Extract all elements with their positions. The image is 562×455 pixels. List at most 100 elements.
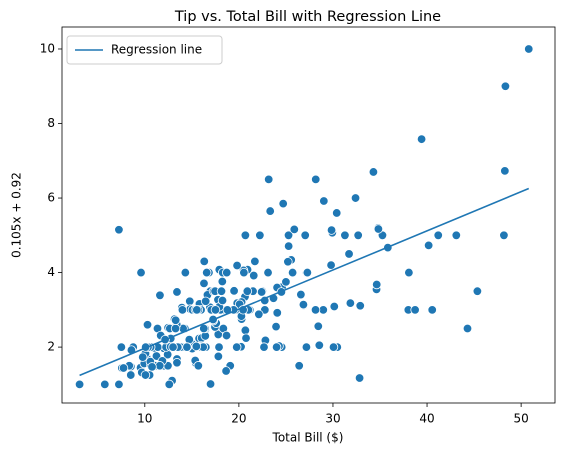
scatter-point: [116, 342, 127, 352]
scatter-point: [263, 267, 273, 278]
scatter-point: [462, 323, 473, 334]
scatter-point: [310, 305, 321, 315]
scatter-point: [202, 267, 212, 278]
scatter-point: [229, 286, 239, 296]
scatter-point: [170, 315, 181, 325]
scatter-point: [472, 286, 483, 296]
scatter-point: [344, 249, 354, 259]
scatter-point: [240, 325, 251, 336]
scatter-point: [318, 305, 328, 315]
scatter-point: [221, 330, 232, 341]
scatter-point: [232, 260, 242, 271]
scatter-point: [353, 230, 363, 241]
scatter-point: [326, 260, 336, 270]
scatter-point: [182, 342, 192, 352]
legend-box: [66, 35, 223, 65]
scatter-point: [199, 256, 209, 267]
scatter-point: [255, 230, 265, 241]
scatter-point: [199, 278, 209, 289]
scatter-point: [254, 309, 264, 320]
scatter-point: [328, 342, 339, 352]
scatter-point: [210, 305, 221, 315]
scatter-point: [302, 267, 313, 278]
scatter-point: [155, 290, 165, 301]
scatter-point: [340, 230, 350, 241]
scatter-point: [216, 286, 227, 296]
scatter-point: [241, 333, 251, 343]
scatter-point: [272, 308, 282, 318]
scatter-point: [118, 363, 129, 373]
x-axis-label: Total Bill ($): [272, 431, 344, 445]
scatter-point: [217, 295, 228, 306]
scatter-point: [326, 225, 337, 235]
scatter-point: [332, 208, 342, 218]
scatter-point: [259, 342, 269, 352]
x-tick-label: 20: [231, 412, 246, 426]
scatter-point: [373, 224, 384, 234]
scatter-point: [221, 366, 231, 376]
scatter-point: [222, 267, 232, 278]
scatter-point: [281, 277, 291, 287]
scatter-point: [138, 352, 148, 362]
scatter-point: [296, 289, 306, 300]
scatter-point: [313, 321, 323, 331]
scatter-point: [256, 287, 267, 297]
scatter-point: [499, 230, 509, 241]
scatter-point: [294, 361, 304, 371]
scatter-point: [287, 267, 298, 278]
scatter-point: [404, 267, 414, 278]
scatter-point: [500, 166, 510, 176]
scatter-point: [172, 358, 182, 368]
y-tick-label: 4: [47, 265, 55, 279]
scatter-point: [265, 206, 275, 216]
scatter-point: [213, 351, 224, 362]
scatter-point: [177, 305, 188, 315]
scatter-point: [372, 279, 382, 290]
scatter-point: [311, 174, 321, 185]
scatter-point: [239, 267, 249, 278]
scatter-point: [192, 305, 202, 315]
scatter-point: [329, 301, 339, 312]
y-tick-label: 10: [40, 41, 55, 55]
scatter-point: [155, 361, 165, 371]
plot-frame: [61, 26, 556, 404]
scatter-point: [283, 257, 293, 267]
scatter-point: [354, 373, 365, 383]
scatter-point: [283, 230, 294, 241]
scatter-point: [191, 341, 202, 352]
scatter-point: [319, 196, 329, 206]
scatter-point: [283, 241, 294, 251]
y-tick-label: 2: [47, 340, 55, 354]
x-tick-label: 40: [419, 412, 434, 426]
scatter-point: [524, 44, 534, 54]
scatter-point: [168, 342, 178, 352]
scatter-point: [140, 370, 151, 380]
scatter-point: [185, 296, 195, 306]
x-tick-label: 50: [513, 412, 528, 426]
scatter-point: [427, 305, 437, 315]
y-axis-label: 0.105x + 0.92: [10, 172, 24, 258]
scatter-point: [433, 230, 443, 241]
scatter-point: [172, 287, 182, 297]
scatter-point: [368, 167, 379, 177]
scatter-point: [217, 276, 228, 287]
scatter-point: [314, 340, 325, 350]
regression-line: [79, 187, 530, 377]
scatter-point: [200, 296, 211, 306]
scatter-point: [271, 321, 281, 332]
scatter-point: [278, 198, 288, 209]
scatter-point: [271, 342, 282, 352]
scatter-point: [345, 298, 356, 308]
scatter-point: [114, 225, 124, 235]
x-tick-label: 30: [325, 412, 340, 426]
scatter-point: [136, 267, 146, 278]
scatter-point: [410, 305, 420, 315]
scatter-point: [126, 370, 136, 380]
chart-title: Tip vs. Total Bill with Regression Line: [174, 9, 441, 25]
scatter-point: [142, 320, 153, 330]
scatter-point: [100, 379, 110, 390]
y-tick-label: 6: [47, 191, 55, 205]
scatter-point: [289, 224, 299, 235]
